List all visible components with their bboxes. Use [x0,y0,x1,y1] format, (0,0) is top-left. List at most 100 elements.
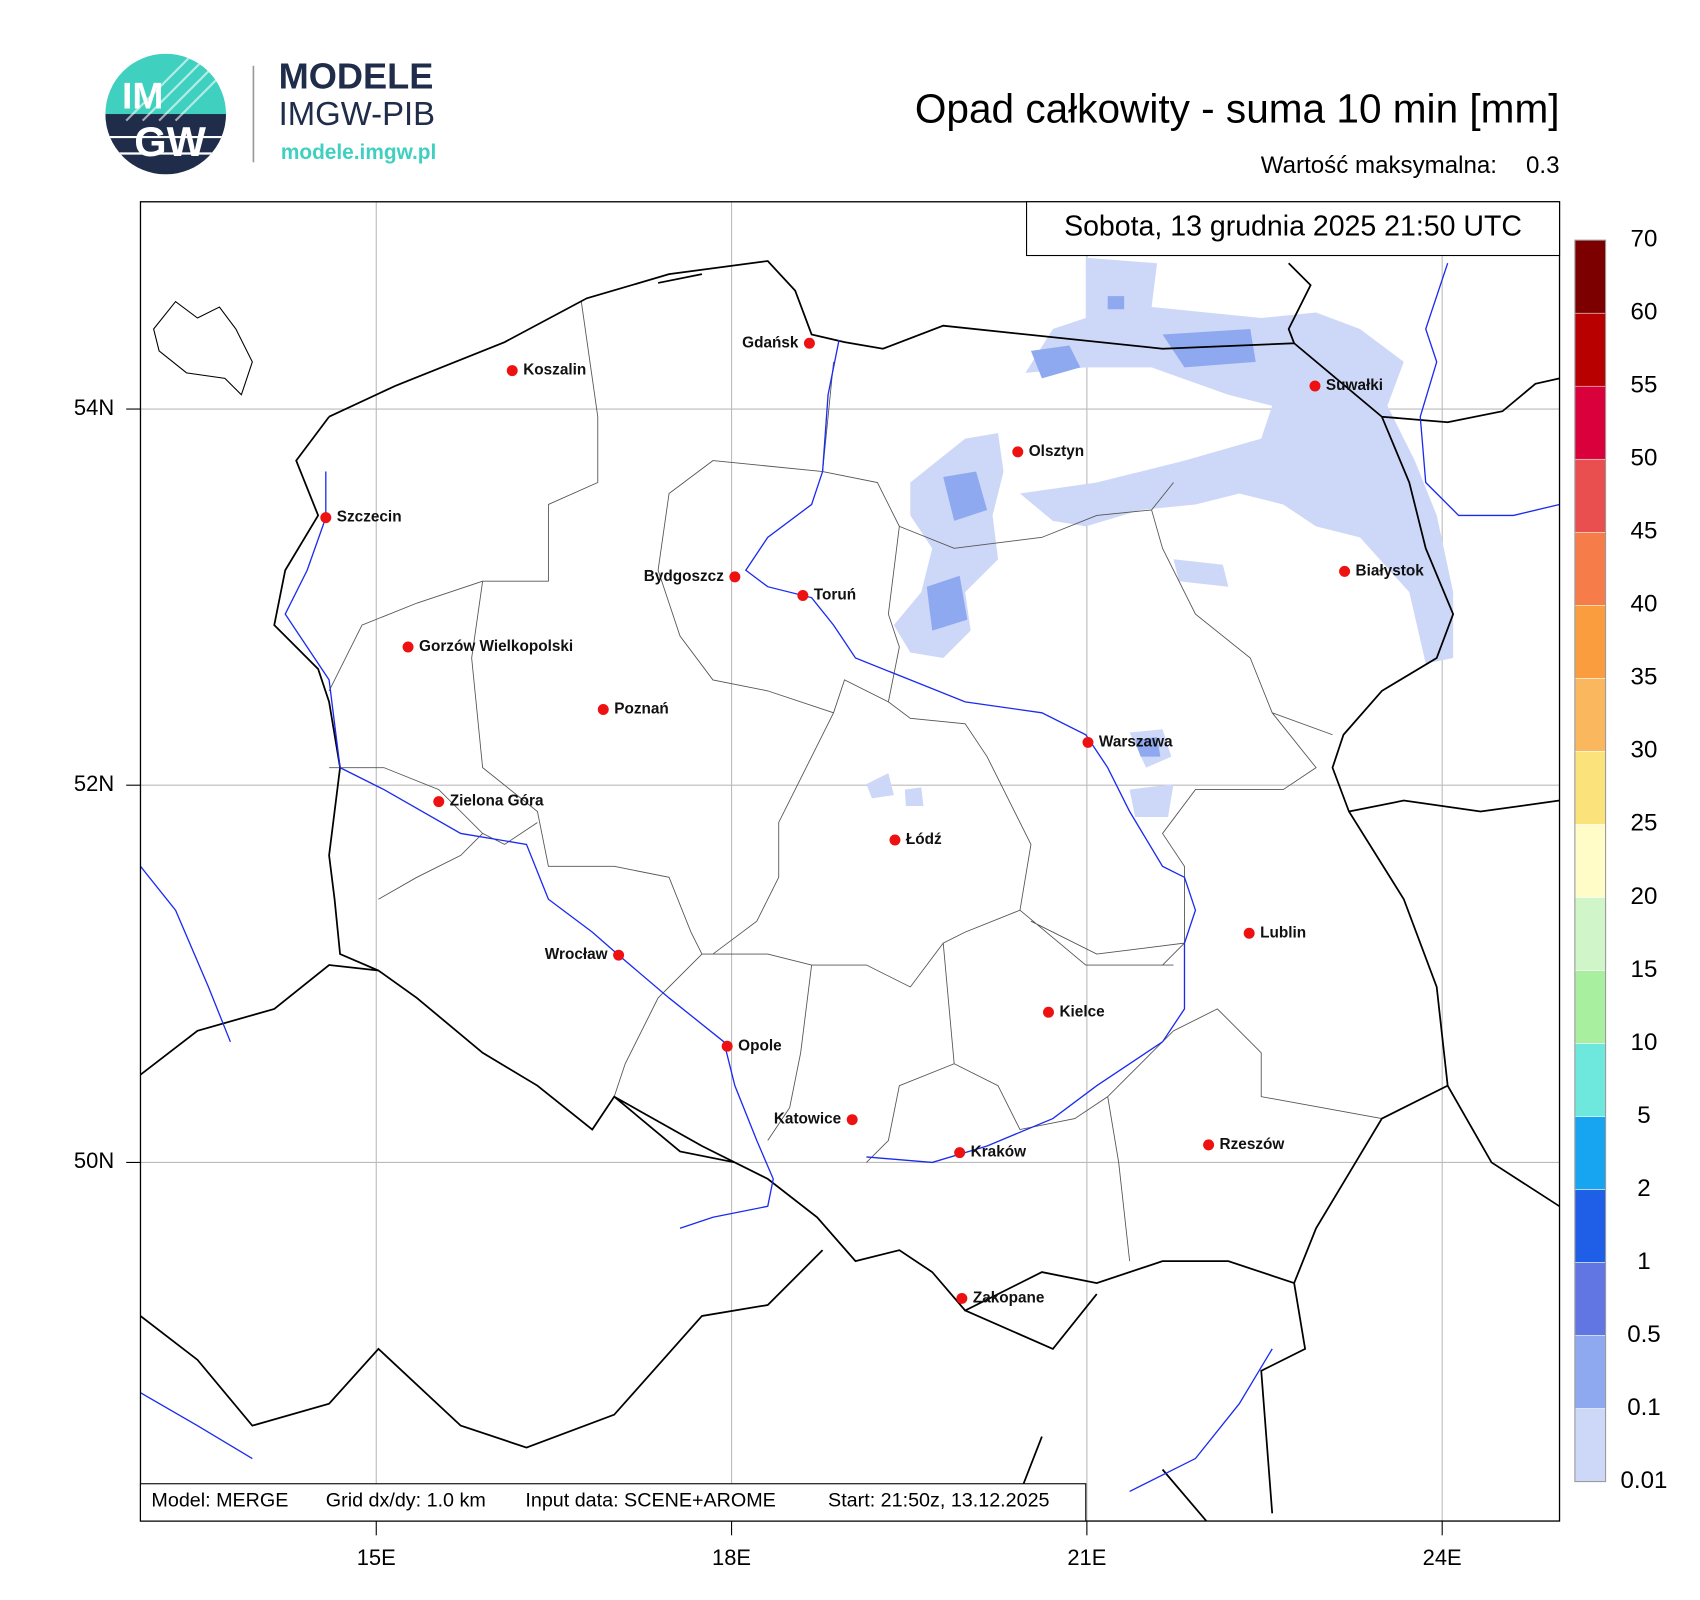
city-label: Gdańsk [742,334,799,351]
colorbar-box [1574,531,1606,606]
colorbar-box [1574,824,1606,898]
colorbar-box [1574,1408,1606,1482]
city-marker [506,365,518,377]
colorbar-box [1574,1043,1606,1117]
city-marker [1043,1006,1054,1018]
colorbar-box [1574,312,1606,387]
city-label: Szczecin [337,509,402,526]
colorbar-frame [1574,239,1607,1483]
city-label: Zakopane [973,1289,1045,1306]
colorbar-box [1574,1189,1606,1263]
logo-initials: IM [122,75,163,117]
city-label: Koszalin [523,362,586,379]
colorbar-label: 5 [1637,1102,1650,1129]
city-label: Kraków [971,1144,1026,1161]
lon-label: 18E [712,1545,751,1570]
logo-name: MODELE [279,56,434,97]
city-label: Rzeszów [1220,1136,1285,1153]
lon-label: 15E [357,1545,396,1570]
max-value: 0.3 [1526,152,1560,179]
city-marker [402,641,414,653]
city-marker [1012,446,1024,458]
footer-box [139,1483,1087,1522]
city-marker [320,512,332,524]
colorbar-label: 35 [1631,664,1658,691]
colorbar-label: 25 [1631,810,1658,837]
admin-boundary [328,301,1382,1262]
footer-info: Grid dx/dy: 1.0 km [326,1490,486,1512]
title: Opad całkowity - suma 10 min [mm] [915,86,1560,132]
logo: IM GW MODELE IMGW-PIB modele.imgw.pl [105,53,436,175]
colorbar-box [1574,385,1606,460]
lon-label: 21E [1067,1545,1106,1570]
city-marker [1309,380,1321,392]
city-label: Suwałki [1326,377,1383,394]
timestamp: Sobota, 13 grudnia 2025 21:50 UTC [1064,211,1522,243]
lat-label: 52N [74,771,114,796]
map: Sobota, 13 grudnia 2025 21:50 UTC [139,201,1561,1522]
city-marker [721,1040,733,1052]
logo-initials: GW [134,118,206,165]
city-label: Lublin [1260,924,1306,941]
colorbar-label: 0.01 [1620,1467,1667,1494]
colorbar-box [1574,751,1606,825]
footer-info: Model: MERGE [151,1490,288,1512]
city-marker [1082,736,1094,748]
logo-org: IMGW-PIB [279,95,435,132]
city-marker [889,834,901,846]
city-label: Warszawa [1099,733,1173,750]
city-marker [729,571,741,583]
city-marker [597,704,609,716]
city-label: Olsztyn [1029,443,1084,460]
colorbar-label: 20 [1631,883,1658,910]
colorbar-label: 10 [1631,1029,1658,1056]
lat-label: 50N [74,1148,114,1173]
city-marker [803,337,815,349]
city-marker [433,796,445,808]
colorbar-label: 0.1 [1627,1394,1661,1421]
colorbar-box [1574,1335,1606,1409]
colorbar-label: 30 [1631,737,1658,764]
colorbar-box [1574,458,1606,533]
colorbar-box [1574,678,1606,752]
colorbar-label: 45 [1631,518,1658,545]
colorbar-label: 2 [1637,1175,1650,1202]
city-marker [956,1292,968,1304]
colorbar-label: 1 [1637,1248,1650,1275]
city-label: Białystok [1356,562,1425,579]
colorbar-box [1574,970,1606,1044]
footer-info: Start: 21:50z, 13.12.2025 [828,1490,1049,1512]
city-marker [1203,1139,1215,1151]
city-label: Łódź [906,831,942,848]
city-label: Wrocław [545,946,608,963]
colorbar-label: 0.5 [1627,1321,1661,1348]
colorbar-box [1574,239,1606,314]
city-label: Gorzów Wielkopolski [419,638,573,655]
footer-info: Input data: SCENE+AROME [525,1490,775,1512]
colorbar-label: 55 [1631,372,1658,399]
colorbar-label: 40 [1631,591,1658,618]
colorbar-label: 70 [1631,226,1658,253]
colorbar-box [1574,605,1606,679]
city-marker [797,589,809,601]
precipitation [866,257,1454,817]
city-label: Poznań [614,701,669,718]
logo-url: modele.imgw.pl [281,141,436,164]
colorbar-label: 60 [1631,299,1658,326]
city-marker [613,949,625,961]
colorbar-label: 15 [1631,956,1658,983]
city-marker [846,1114,858,1126]
lat-label: 54N [74,395,114,420]
city-label: Katowice [774,1111,842,1128]
colorbar-box [1574,1116,1606,1190]
city-label: Toruń [814,587,856,604]
city-label: Opole [738,1037,782,1054]
city-marker [954,1147,966,1159]
city-label: Bydgoszcz [644,568,724,585]
colorbar-box [1574,1262,1606,1336]
colorbar-label: 50 [1631,445,1658,472]
country-border [140,260,1560,1522]
timestamp-box [1026,201,1561,257]
max-label: Wartość maksymalna: [1261,152,1497,179]
